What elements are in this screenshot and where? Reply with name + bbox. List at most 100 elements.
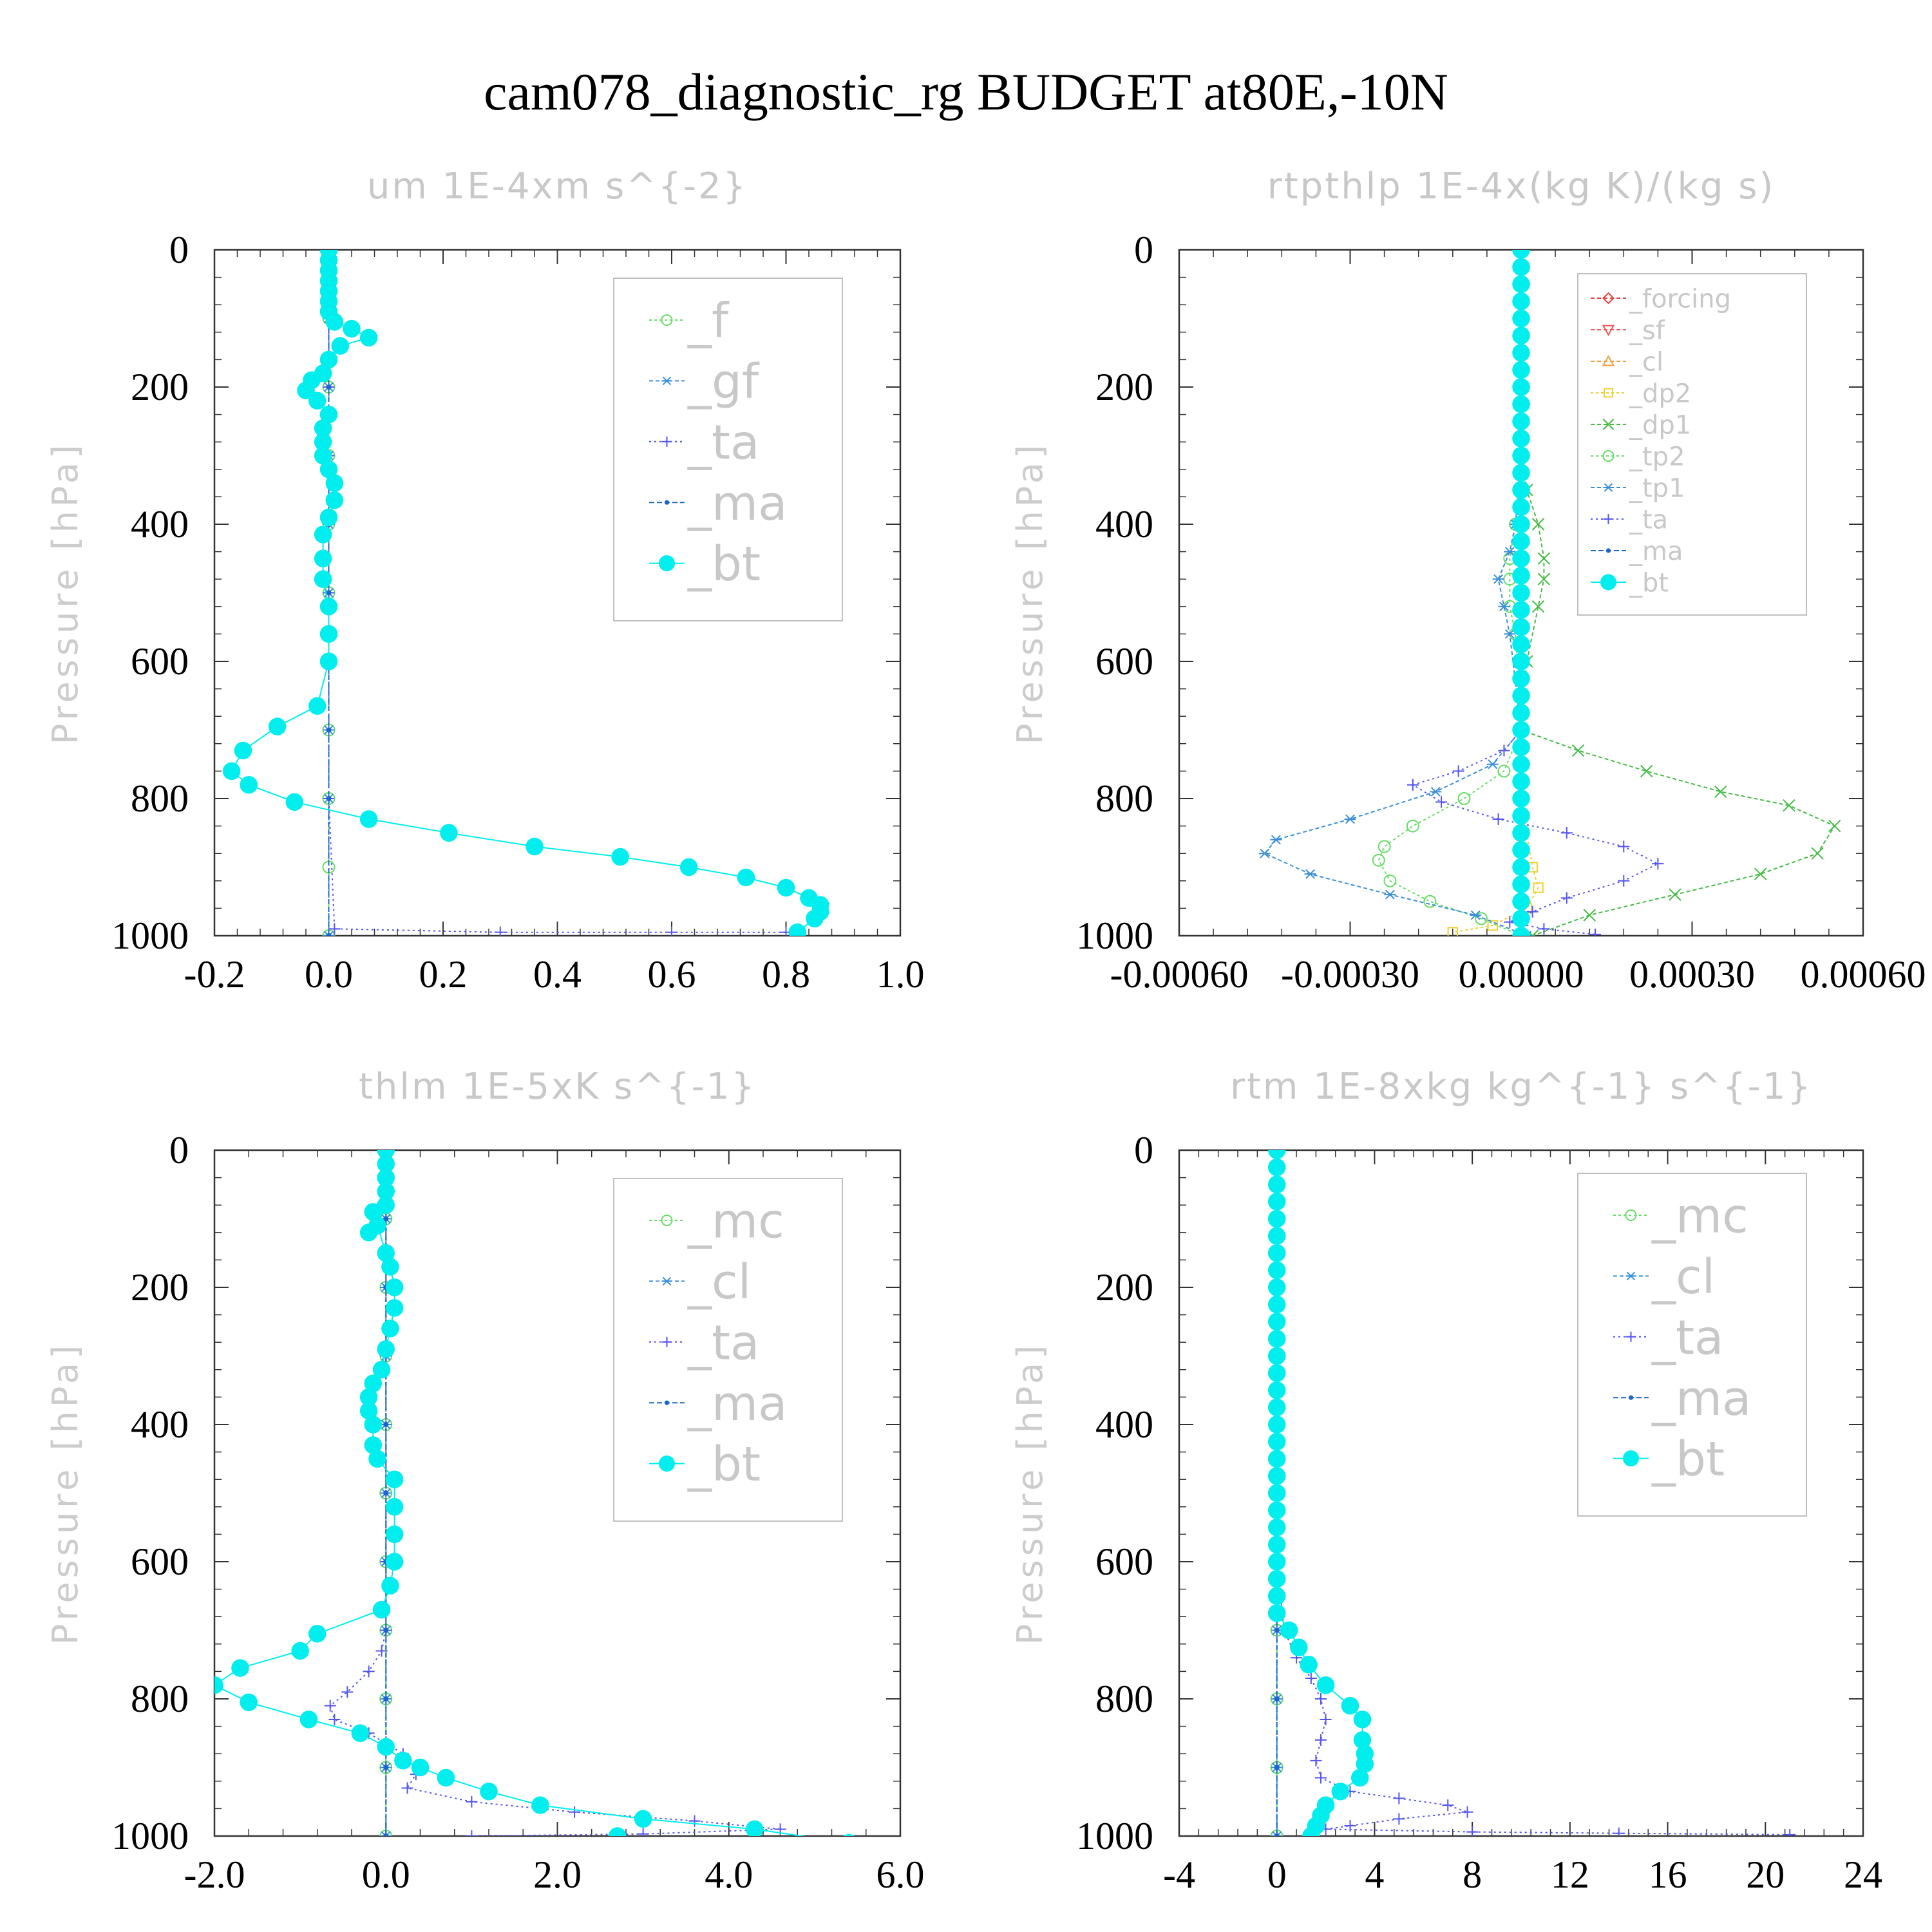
series-bt bbox=[1512, 250, 1530, 936]
x-tick-label: 12 bbox=[1551, 1853, 1589, 1896]
x-tick-label: 8 bbox=[1463, 1853, 1482, 1896]
data-point bbox=[788, 923, 806, 936]
data-point bbox=[1512, 875, 1530, 893]
x-tick-label: 0.8 bbox=[762, 953, 810, 996]
data-point bbox=[323, 931, 335, 936]
data-point bbox=[1267, 1244, 1286, 1262]
data-point bbox=[1512, 395, 1530, 413]
data-point bbox=[1531, 518, 1545, 531]
data-point bbox=[777, 878, 795, 897]
data-point bbox=[326, 933, 332, 936]
data-point bbox=[314, 433, 332, 451]
data-point bbox=[1512, 772, 1530, 791]
data-point bbox=[1267, 1347, 1286, 1365]
data-point bbox=[737, 868, 755, 887]
x-tick-label: 24 bbox=[1844, 1853, 1882, 1896]
data-point bbox=[314, 419, 332, 437]
data-point bbox=[1267, 1467, 1286, 1485]
data-point bbox=[319, 625, 338, 643]
y-tick-label: 1000 bbox=[1076, 1815, 1153, 1857]
data-point bbox=[326, 727, 332, 733]
legend-marker bbox=[661, 436, 672, 447]
data-point bbox=[1344, 814, 1356, 824]
legend-marker bbox=[1600, 574, 1616, 591]
data-point bbox=[679, 858, 698, 876]
data-point bbox=[359, 810, 378, 828]
legend-marker bbox=[661, 1336, 672, 1347]
y-tick-label: 1000 bbox=[111, 914, 189, 957]
data-point bbox=[1435, 796, 1448, 808]
data-point bbox=[1498, 601, 1510, 612]
data-point bbox=[1393, 1792, 1405, 1804]
y-tick-label: 600 bbox=[1095, 1540, 1153, 1583]
data-point bbox=[377, 1244, 395, 1262]
legend-label: _bt bbox=[1651, 1432, 1725, 1487]
legend-marker bbox=[1623, 1450, 1639, 1467]
data-point bbox=[341, 1686, 354, 1698]
legend: _f_gf_ta _ma_bt bbox=[613, 278, 843, 621]
legend-label: _ma bbox=[687, 476, 787, 531]
data-point bbox=[1274, 1833, 1280, 1836]
data-point bbox=[1531, 600, 1545, 613]
data-point bbox=[1512, 841, 1530, 859]
data-point bbox=[1384, 889, 1396, 900]
data-point bbox=[1372, 853, 1385, 867]
data-point bbox=[1267, 1432, 1286, 1451]
y-tick-label: 800 bbox=[131, 1678, 189, 1720]
data-point bbox=[1442, 1799, 1454, 1812]
data-point bbox=[1652, 858, 1664, 870]
data-point bbox=[222, 762, 241, 781]
plot-area bbox=[1267, 1150, 1796, 1836]
data-point bbox=[1406, 819, 1419, 833]
y-tick-label: 0 bbox=[1134, 1129, 1153, 1171]
data-point bbox=[351, 1724, 370, 1742]
legend-label: _cl bbox=[1651, 1249, 1715, 1305]
data-point bbox=[437, 1768, 455, 1787]
data-point bbox=[319, 598, 338, 616]
legend: _forcing_sf_cl_dp2_dp1_tp2_tp1_ta_ma_bt bbox=[1577, 273, 1807, 616]
x-tick-label: -0.00060 bbox=[1110, 953, 1249, 996]
data-point bbox=[385, 1525, 404, 1544]
legend-label: _ma bbox=[1651, 1371, 1751, 1426]
y-tick-label: 1000 bbox=[111, 1815, 189, 1857]
series-ma bbox=[383, 1150, 389, 1836]
x-tick-label: 0.0 bbox=[362, 1853, 410, 1896]
y-tick-label: 200 bbox=[1095, 1266, 1153, 1309]
legend-marker bbox=[1628, 1395, 1634, 1400]
data-point bbox=[666, 926, 677, 936]
data-point bbox=[806, 909, 824, 928]
data-point bbox=[745, 1820, 764, 1836]
data-point bbox=[383, 1421, 389, 1428]
data-point bbox=[325, 474, 344, 492]
data-point bbox=[1504, 547, 1516, 557]
legend-label: _tp2 bbox=[1629, 442, 1685, 471]
data-point bbox=[1512, 909, 1530, 928]
data-point bbox=[1316, 1676, 1335, 1694]
y-tick-label: 600 bbox=[131, 1540, 189, 1583]
data-point bbox=[385, 1470, 404, 1488]
data-point bbox=[377, 1738, 395, 1756]
data-point bbox=[440, 824, 458, 842]
y-tick-label: 800 bbox=[1095, 1678, 1153, 1720]
panels: um 1E-4xm s^{-2} Pressure [hPa] -0.2 0.0 0.2… bbox=[45, 166, 1926, 1896]
data-point bbox=[319, 460, 338, 478]
data-point bbox=[1504, 629, 1516, 639]
data-point bbox=[1537, 573, 1551, 585]
legend-box bbox=[1577, 273, 1807, 616]
legend-label: _ta bbox=[1651, 1310, 1723, 1365]
data-point bbox=[1304, 869, 1316, 879]
data-point bbox=[328, 1713, 341, 1725]
y-tick-label: 200 bbox=[131, 366, 189, 408]
x-tick-label: 20 bbox=[1746, 1853, 1785, 1896]
legend-marker bbox=[1605, 548, 1611, 553]
data-point bbox=[1274, 1627, 1280, 1633]
y-tick-label: 0 bbox=[169, 229, 189, 271]
data-point bbox=[1305, 1672, 1317, 1685]
legend-marker bbox=[664, 500, 670, 505]
data-point bbox=[1274, 1696, 1280, 1702]
data-point bbox=[1512, 498, 1530, 516]
data-point bbox=[1267, 1312, 1286, 1331]
data-point bbox=[383, 1696, 389, 1702]
data-point bbox=[1512, 344, 1530, 362]
x-tick-label: 16 bbox=[1649, 1853, 1687, 1896]
